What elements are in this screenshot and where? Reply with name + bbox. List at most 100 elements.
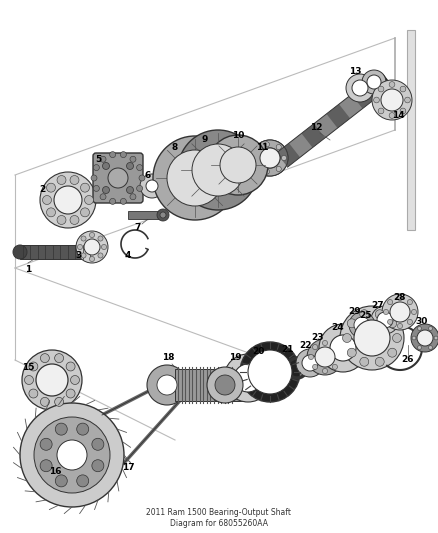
Circle shape [407, 300, 413, 305]
Text: 7: 7 [135, 223, 141, 232]
Circle shape [137, 185, 143, 191]
Text: 29: 29 [349, 308, 361, 317]
Polygon shape [326, 104, 350, 128]
Circle shape [76, 231, 108, 263]
Circle shape [91, 175, 97, 181]
Text: 24: 24 [332, 324, 344, 333]
Circle shape [207, 367, 243, 403]
Circle shape [160, 212, 166, 218]
Circle shape [417, 345, 421, 350]
Circle shape [322, 368, 328, 374]
Circle shape [388, 348, 397, 357]
Circle shape [89, 232, 95, 238]
Bar [128, 211, 163, 219]
Text: 6: 6 [145, 171, 151, 180]
Circle shape [57, 440, 87, 470]
Text: 14: 14 [392, 110, 404, 119]
Text: 2: 2 [39, 185, 45, 195]
Text: 4: 4 [125, 252, 131, 261]
Circle shape [308, 354, 314, 360]
Circle shape [20, 403, 124, 507]
Polygon shape [301, 124, 325, 148]
Text: 1: 1 [25, 265, 31, 274]
Circle shape [130, 156, 136, 162]
Circle shape [296, 349, 324, 377]
Circle shape [428, 345, 432, 350]
Circle shape [390, 302, 410, 322]
Circle shape [167, 150, 223, 206]
Circle shape [102, 163, 110, 169]
Circle shape [354, 320, 390, 356]
Circle shape [388, 319, 397, 328]
Circle shape [260, 148, 280, 168]
Circle shape [388, 300, 392, 305]
Polygon shape [276, 75, 388, 167]
Text: 11: 11 [256, 143, 268, 152]
Text: 19: 19 [229, 353, 241, 362]
Circle shape [157, 375, 177, 395]
Text: 22: 22 [299, 341, 311, 350]
Circle shape [255, 149, 260, 155]
Text: 28: 28 [394, 294, 406, 303]
Circle shape [146, 180, 158, 192]
Circle shape [313, 344, 318, 350]
Circle shape [378, 86, 384, 92]
Circle shape [360, 357, 369, 366]
Circle shape [276, 144, 281, 150]
Circle shape [392, 334, 402, 343]
Text: 5: 5 [95, 156, 101, 165]
Circle shape [332, 365, 337, 369]
Circle shape [93, 185, 99, 191]
Circle shape [29, 362, 38, 371]
Circle shape [347, 319, 356, 328]
Circle shape [397, 324, 403, 328]
Circle shape [108, 168, 128, 188]
Circle shape [55, 398, 64, 406]
Circle shape [127, 187, 134, 193]
Circle shape [374, 97, 379, 103]
Circle shape [127, 163, 134, 169]
FancyBboxPatch shape [93, 153, 143, 203]
Circle shape [412, 336, 416, 340]
Circle shape [93, 165, 99, 171]
Circle shape [140, 174, 164, 198]
Circle shape [411, 310, 417, 314]
Circle shape [282, 156, 286, 160]
Circle shape [336, 354, 342, 360]
Circle shape [389, 82, 395, 87]
Circle shape [77, 475, 89, 487]
Text: 23: 23 [312, 334, 324, 343]
Circle shape [40, 460, 52, 472]
Circle shape [434, 336, 438, 340]
Circle shape [70, 215, 79, 224]
Circle shape [411, 324, 438, 352]
Circle shape [22, 350, 82, 410]
Circle shape [307, 339, 343, 375]
Circle shape [340, 306, 404, 370]
Circle shape [381, 89, 403, 111]
Circle shape [346, 74, 374, 102]
Circle shape [224, 354, 272, 402]
Polygon shape [276, 143, 300, 167]
Circle shape [120, 198, 126, 204]
Circle shape [367, 75, 381, 89]
Circle shape [40, 354, 49, 362]
Circle shape [66, 362, 75, 371]
Circle shape [405, 97, 410, 103]
Circle shape [252, 140, 288, 176]
Text: 2011 Ram 1500 Bearing-Output Shaft
Diagram for 68055260AA: 2011 Ram 1500 Bearing-Output Shaft Diagr… [146, 508, 292, 528]
Circle shape [388, 319, 392, 325]
Circle shape [377, 312, 393, 328]
Circle shape [102, 245, 106, 249]
Circle shape [34, 417, 110, 493]
Circle shape [378, 108, 384, 114]
Circle shape [248, 350, 292, 394]
Circle shape [36, 364, 68, 396]
Circle shape [71, 376, 79, 384]
Circle shape [66, 389, 75, 398]
Circle shape [57, 215, 66, 224]
Circle shape [382, 294, 418, 330]
Circle shape [81, 253, 86, 258]
Polygon shape [351, 85, 375, 109]
Text: 12: 12 [310, 124, 322, 133]
